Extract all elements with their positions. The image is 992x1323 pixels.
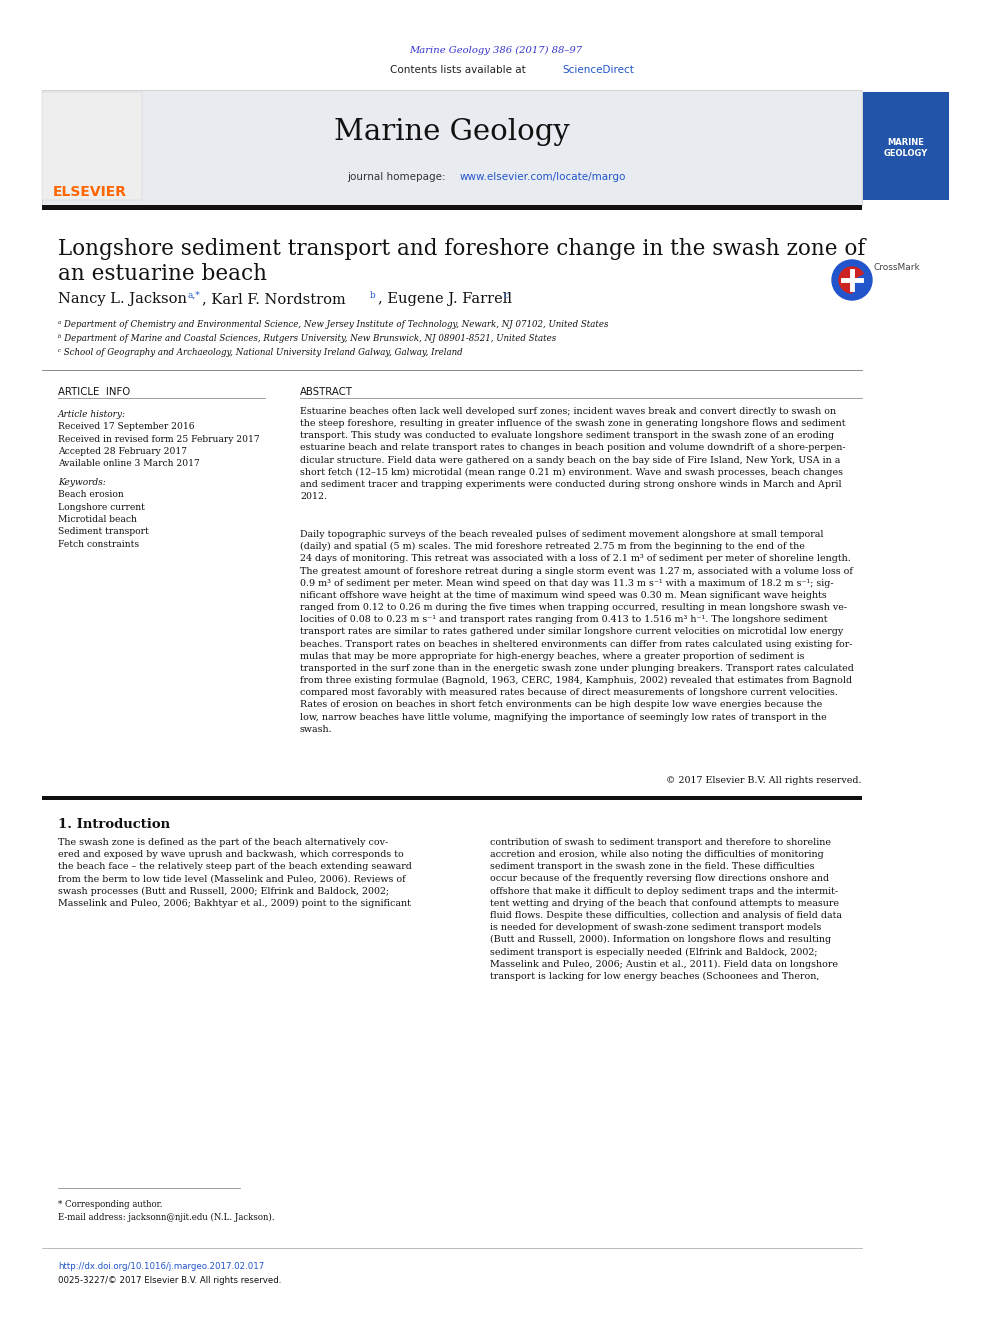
Bar (42, 796, 862, 800)
Text: CrossMark: CrossMark (874, 263, 921, 273)
Text: ScienceDirect: ScienceDirect (562, 65, 634, 75)
Text: Contents lists available at: Contents lists available at (390, 65, 529, 75)
Text: The swash zone is defined as the part of the beach alternatively cov-
ered and e: The swash zone is defined as the part of… (58, 837, 412, 908)
Text: journal homepage:: journal homepage: (347, 172, 452, 183)
Text: ELSEVIER: ELSEVIER (53, 185, 127, 198)
Text: 0025-3227/© 2017 Elsevier B.V. All rights reserved.: 0025-3227/© 2017 Elsevier B.V. All right… (58, 1275, 282, 1285)
Text: Available online 3 March 2017: Available online 3 March 2017 (58, 459, 199, 468)
Text: Sediment transport: Sediment transport (58, 528, 149, 537)
Text: an estuarine beach: an estuarine beach (58, 263, 267, 284)
Text: Marine Geology 386 (2017) 88–97: Marine Geology 386 (2017) 88–97 (410, 45, 582, 54)
Circle shape (832, 261, 872, 300)
Text: Article history:: Article history: (58, 410, 126, 419)
Text: www.elsevier.com/locate/margo: www.elsevier.com/locate/margo (460, 172, 626, 183)
Text: E-mail address: jacksonn@njit.edu (N.L. Jackson).: E-mail address: jacksonn@njit.edu (N.L. … (58, 1213, 275, 1222)
Text: ᵃ Department of Chemistry and Environmental Science, New Jersey Institute of Tec: ᵃ Department of Chemistry and Environmen… (58, 320, 608, 329)
Text: Keywords:: Keywords: (58, 478, 106, 487)
Text: ᶜ School of Geography and Archaeology, National University Ireland Galway, Galwa: ᶜ School of Geography and Archaeology, N… (58, 348, 462, 357)
Text: Microtidal beach: Microtidal beach (58, 515, 137, 524)
Text: © 2017 Elsevier B.V. All rights reserved.: © 2017 Elsevier B.V. All rights reserved… (667, 777, 862, 785)
Text: , Karl F. Nordstrom: , Karl F. Nordstrom (202, 292, 346, 306)
Text: b: b (370, 291, 376, 299)
Text: Nancy L. Jackson: Nancy L. Jackson (58, 292, 187, 306)
Text: Accepted 28 February 2017: Accepted 28 February 2017 (58, 447, 187, 456)
Text: a,*: a,* (188, 291, 200, 299)
Text: contribution of swash to sediment transport and therefore to shoreline
accretion: contribution of swash to sediment transp… (490, 837, 842, 982)
Text: Estuarine beaches often lack well developed surf zones; incident waves break and: Estuarine beaches often lack well develo… (300, 407, 845, 501)
Text: http://dx.doi.org/10.1016/j.margeo.2017.02.017: http://dx.doi.org/10.1016/j.margeo.2017.… (58, 1262, 264, 1271)
Text: ARTICLE  INFO: ARTICLE INFO (58, 388, 130, 397)
Text: 1. Introduction: 1. Introduction (58, 818, 170, 831)
Text: c: c (503, 291, 508, 299)
Wedge shape (839, 267, 863, 292)
Text: Longshore current: Longshore current (58, 503, 145, 512)
Text: Beach erosion: Beach erosion (58, 490, 124, 499)
Text: Received in revised form 25 February 2017: Received in revised form 25 February 201… (58, 434, 260, 443)
Bar (42, 90, 862, 205)
Text: ABSTRACT: ABSTRACT (300, 388, 353, 397)
Text: Longshore sediment transport and foreshore change in the swash zone of: Longshore sediment transport and foresho… (58, 238, 865, 261)
Text: Daily topographic surveys of the beach revealed pulses of sediment movement alon: Daily topographic surveys of the beach r… (300, 531, 854, 734)
Text: Marine Geology: Marine Geology (334, 118, 569, 146)
Text: , Eugene J. Farrell: , Eugene J. Farrell (378, 292, 512, 306)
Bar (42, 93, 142, 200)
Text: MARINE
GEOLOGY: MARINE GEOLOGY (884, 138, 929, 157)
Text: * Corresponding author.: * Corresponding author. (58, 1200, 163, 1209)
Bar (863, 93, 949, 200)
Bar (42, 205, 862, 210)
Text: ᵇ Department of Marine and Coastal Sciences, Rutgers University, New Brunswick, : ᵇ Department of Marine and Coastal Scien… (58, 333, 557, 343)
Text: Received 17 September 2016: Received 17 September 2016 (58, 422, 194, 431)
Text: Fetch constraints: Fetch constraints (58, 540, 139, 549)
